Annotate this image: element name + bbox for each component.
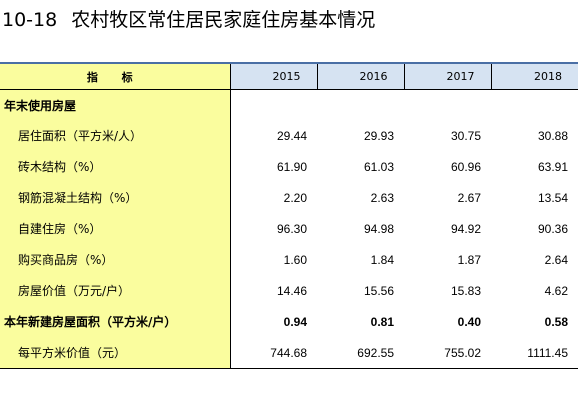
header-row: 指 标 2015 2016 2017 2018 [0, 64, 578, 90]
cell-value: 61.03 [363, 159, 394, 174]
cell-value: 94.92 [450, 221, 481, 236]
table-row: 本年新建房屋面积（平方米/户） 0.94 0.81 0.40 0.58 [0, 306, 578, 337]
indicator-header: 指 标 [0, 64, 231, 90]
cell-value: 692.55 [317, 337, 404, 369]
cell-value: 2.64 [544, 252, 568, 267]
cell-value [491, 90, 578, 121]
cell-value: 744.68 [230, 337, 317, 369]
cell-value: 1.60 [283, 252, 307, 267]
table-title: 农村牧区常住居民家庭住房基本情况 [71, 9, 376, 31]
table-row: 居住面积（平方米/人） 29.44 29.93 30.75 30.88 [0, 120, 578, 151]
table-row: 年末使用房屋 [0, 89, 578, 121]
cell-value: 96.30 [276, 221, 307, 236]
cell-value: 0.40 [457, 314, 481, 329]
year-header: 2017 [404, 64, 492, 90]
cell-value: 4.62 [544, 283, 568, 298]
cell-value: 2.63 [370, 190, 394, 205]
cell-value: 1.84 [370, 252, 394, 267]
page-title: 10-18 农村牧区常住居民家庭住房基本情况 [2, 6, 375, 34]
cell-value: 15.83 [450, 283, 481, 298]
cell-value: 30.88 [537, 128, 568, 143]
cell-value [317, 90, 404, 121]
table-row: 房屋价值（万元/户） 14.46 15.56 15.83 4.62 [0, 275, 578, 306]
cell-value: 1111.45 [491, 337, 578, 369]
row-label: 本年新建房屋面积（平方米/户） [0, 306, 231, 337]
cell-value: 2.67 [457, 190, 481, 205]
cell-value: 0.81 [370, 314, 394, 329]
cell-value: 0.58 [544, 314, 568, 329]
year-header: 2018 [491, 64, 578, 90]
cell-value [230, 90, 317, 121]
cell-value: 90.36 [537, 221, 568, 236]
data-table-container: 指 标 2015 2016 2017 2018 年末使用房屋 居住面积（平方米/… [0, 62, 578, 369]
row-label: 每平方米价值（元） [0, 337, 231, 369]
row-label: 自建住房（%） [0, 213, 231, 244]
table-number: 10-18 [2, 9, 58, 31]
cell-value: 60.96 [450, 159, 481, 174]
table-row: 购买商品房（%） 1.60 1.84 1.87 2.64 [0, 244, 578, 275]
row-label: 购买商品房（%） [0, 244, 231, 275]
row-label: 钢筋混凝土结构（%） [0, 182, 231, 213]
table-row: 每平方米价值（元） 744.68 692.55 755.02 1111.45 [0, 337, 578, 369]
row-label: 砖木结构（%） [0, 151, 231, 182]
table-row: 钢筋混凝土结构（%） 2.20 2.63 2.67 13.54 [0, 182, 578, 213]
row-label: 房屋价值（万元/户） [0, 275, 231, 306]
row-label: 年末使用房屋 [0, 89, 231, 120]
row-label: 居住面积（平方米/人） [0, 120, 231, 151]
year-header: 2015 [230, 64, 318, 90]
cell-value: 30.75 [450, 128, 481, 143]
year-header: 2016 [317, 64, 405, 90]
cell-value: 94.98 [363, 221, 394, 236]
cell-value: 1.87 [457, 252, 481, 267]
cell-value: 755.02 [404, 337, 491, 369]
cell-value: 61.90 [276, 159, 307, 174]
cell-value: 2.20 [283, 190, 307, 205]
cell-value: 14.46 [276, 283, 307, 298]
cell-value: 0.94 [283, 314, 307, 329]
cell-value: 13.54 [537, 190, 568, 205]
cell-value: 29.44 [276, 128, 307, 143]
table-row: 砖木结构（%） 61.90 61.03 60.96 63.91 [0, 151, 578, 182]
cell-value: 29.93 [363, 128, 394, 143]
table-row: 自建住房（%） 96.30 94.98 94.92 90.36 [0, 213, 578, 244]
cell-value: 15.56 [363, 283, 394, 298]
housing-table: 指 标 2015 2016 2017 2018 年末使用房屋 居住面积（平方米/… [0, 62, 578, 369]
cell-value: 63.91 [537, 159, 568, 174]
cell-value [404, 90, 491, 121]
